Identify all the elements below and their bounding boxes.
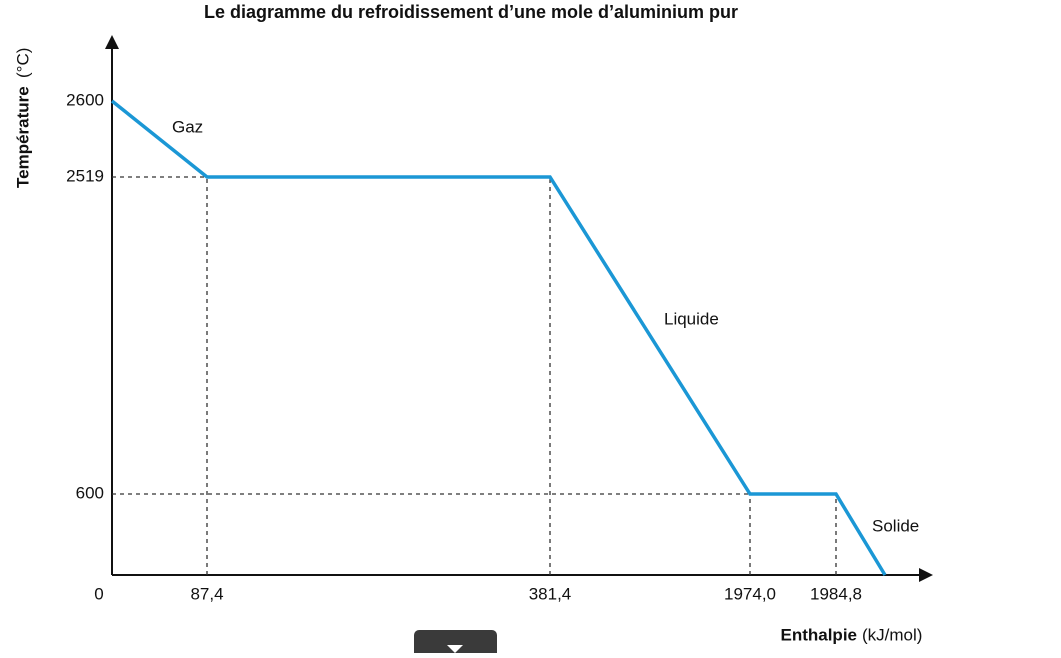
x-tick-label: 0 <box>94 584 103 603</box>
chart-title: Le diagramme du refroidissement d’une mo… <box>204 2 738 22</box>
x-tick-label: 87,4 <box>190 584 223 603</box>
scroll-button[interactable] <box>414 630 497 658</box>
x-tick-label: 381,4 <box>529 584 572 603</box>
x-axis-label-unit: (kJ/mol) <box>862 625 922 644</box>
x-tick-label: 1984,8 <box>810 584 862 603</box>
data-line <box>110 99 887 576</box>
y-tick-label: 2600 <box>66 90 104 109</box>
y-axis-label: Température (°C) <box>13 48 32 188</box>
annotation: Solide <box>872 516 919 535</box>
button-bg[interactable] <box>414 630 497 658</box>
y-tick-label: 600 <box>76 483 104 502</box>
button-icon[interactable] <box>447 645 463 653</box>
x-tick-label: 1974,0 <box>724 584 776 603</box>
y-axis-label-unit: (°C) <box>13 48 32 78</box>
y-axis-label-main: Température <box>13 86 32 188</box>
annotation: Gaz <box>172 117 203 136</box>
y-tick-label: 2519 <box>66 166 104 185</box>
x-axis-label-main: Enthalpie <box>780 625 857 644</box>
annotation: Liquide <box>664 309 719 328</box>
